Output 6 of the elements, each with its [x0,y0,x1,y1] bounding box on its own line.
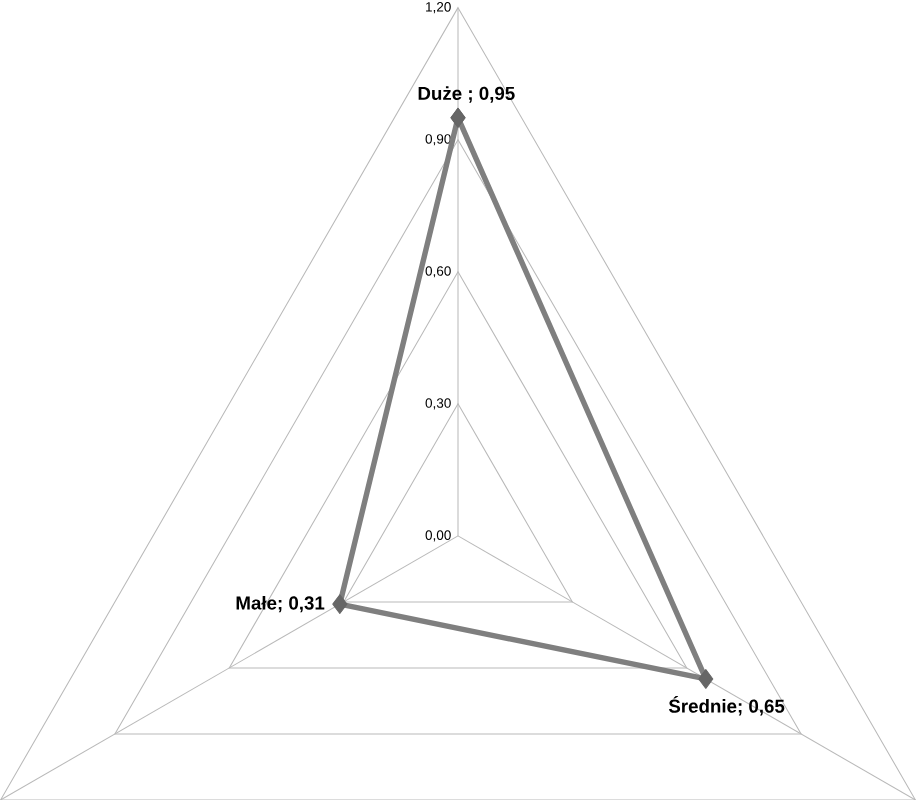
spoke-label: Duże [418,86,462,100]
data-label: ; 0,31 [278,596,325,613]
data-label: ; 0,95 [469,86,515,103]
data-label: ; 0,65 [738,699,785,716]
spoke-label: Małe [236,595,277,610]
spoke-label: Średnie [668,695,737,713]
